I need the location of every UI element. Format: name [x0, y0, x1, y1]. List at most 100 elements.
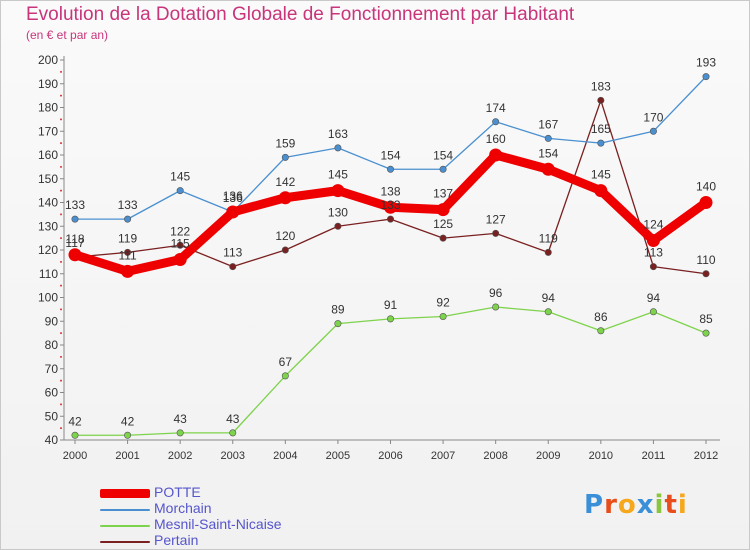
legend-swatch-potte [100, 489, 150, 498]
y-tick-label: 200 [38, 53, 58, 67]
data-label: 138 [380, 184, 400, 198]
y-minor-dot [60, 142, 62, 145]
data-label: 113 [223, 246, 242, 260]
data-point [439, 312, 447, 320]
data-point [176, 429, 184, 437]
data-point [492, 303, 500, 311]
data-point [384, 200, 397, 214]
data-label: 130 [328, 205, 348, 219]
y-minor-dot [60, 213, 62, 216]
data-label: 136 [223, 191, 243, 205]
data-point [176, 241, 184, 249]
data-label: 145 [328, 168, 348, 182]
logo-letter: r [604, 490, 618, 520]
y-tick-label: 160 [38, 148, 58, 162]
x-tick-label: 2006 [378, 450, 402, 462]
data-point [544, 308, 552, 316]
data-point [597, 96, 605, 104]
data-label: 85 [699, 312, 713, 326]
y-minor-dot [60, 332, 62, 335]
data-label: 115 [171, 237, 190, 251]
chart-title: Evolution de la Dotation Globale de Fonc… [26, 4, 575, 25]
y-tick-label: 120 [38, 243, 58, 257]
data-point [439, 234, 447, 242]
x-tick-label: 2008 [483, 450, 507, 462]
proxiti-logo: Proxiti [584, 490, 688, 520]
legend-item-potte: POTTE [100, 485, 360, 501]
data-point [597, 327, 605, 335]
y-minor-dot [60, 165, 62, 168]
y-tick-label: 100 [38, 291, 58, 305]
data-point [173, 253, 187, 266]
y-tick-label: 130 [38, 219, 58, 233]
data-point [334, 222, 342, 230]
legend-swatch-mesnil-saint-nicaise [100, 525, 150, 527]
data-label: 113 [644, 246, 663, 260]
y-minor-dot [60, 308, 62, 311]
data-label: 42 [68, 414, 82, 428]
logo-letter: i [654, 490, 665, 520]
data-point [489, 148, 503, 162]
data-point [649, 263, 657, 271]
data-label: 163 [328, 127, 348, 141]
data-point [386, 215, 394, 223]
y-tick-label: 190 [38, 77, 58, 91]
legend-label-potte: POTTE [154, 484, 201, 500]
x-tick-label: 2003 [221, 450, 245, 462]
data-label: 86 [594, 310, 608, 324]
data-label: 119 [539, 231, 558, 245]
data-label: 43 [226, 412, 240, 426]
data-point [334, 144, 342, 152]
data-label: 159 [275, 136, 295, 150]
data-point [541, 162, 555, 176]
data-point [331, 184, 345, 198]
data-point [544, 248, 552, 256]
x-tick-label: 2000 [63, 450, 87, 462]
data-point [699, 196, 713, 209]
data-point [649, 308, 657, 316]
data-label: 167 [538, 117, 558, 131]
data-point [439, 165, 447, 173]
y-minor-dot [60, 70, 62, 73]
x-tick-label: 2012 [694, 450, 718, 462]
legend-label-morchain: Morchain [154, 500, 212, 516]
data-label: 133 [65, 198, 85, 212]
y-tick-label: 70 [45, 362, 59, 376]
data-point [229, 429, 237, 437]
y-tick-label: 140 [38, 196, 58, 210]
data-point [71, 215, 79, 223]
data-label: 133 [380, 198, 400, 212]
data-label: 140 [696, 180, 716, 194]
data-label: 96 [489, 286, 503, 300]
data-point [386, 315, 394, 323]
data-point [544, 134, 552, 142]
data-point [124, 215, 132, 223]
data-point [71, 431, 79, 439]
logo-letter: x [636, 490, 655, 520]
data-label: 160 [486, 132, 506, 146]
data-point [68, 248, 82, 262]
data-point [646, 234, 660, 247]
data-label: 110 [696, 253, 715, 267]
legend: POTTE Morchain Mesnil-Saint-Nicaise Pert… [100, 485, 360, 549]
x-tick-label: 2007 [431, 450, 455, 462]
legend-item-morchain: Morchain [100, 501, 360, 517]
x-tick-label: 2009 [536, 450, 560, 462]
data-label: 127 [486, 212, 506, 226]
data-label: 94 [647, 291, 661, 305]
y-tick-label: 150 [38, 172, 58, 186]
logo-letter: o [617, 490, 637, 520]
y-tick-label: 180 [38, 101, 58, 115]
y-tick-label: 50 [45, 409, 59, 423]
x-tick-label: 2011 [642, 450, 666, 462]
logo-letter: t [664, 490, 678, 520]
legend-label-pertain: Pertain [154, 532, 199, 548]
data-label: 42 [121, 414, 135, 428]
data-label: 142 [275, 175, 295, 189]
data-point [702, 329, 710, 337]
data-label: 165 [591, 122, 611, 136]
data-label: 91 [384, 298, 398, 312]
data-label: 120 [275, 229, 295, 243]
legend-swatch-pertain [100, 541, 150, 543]
